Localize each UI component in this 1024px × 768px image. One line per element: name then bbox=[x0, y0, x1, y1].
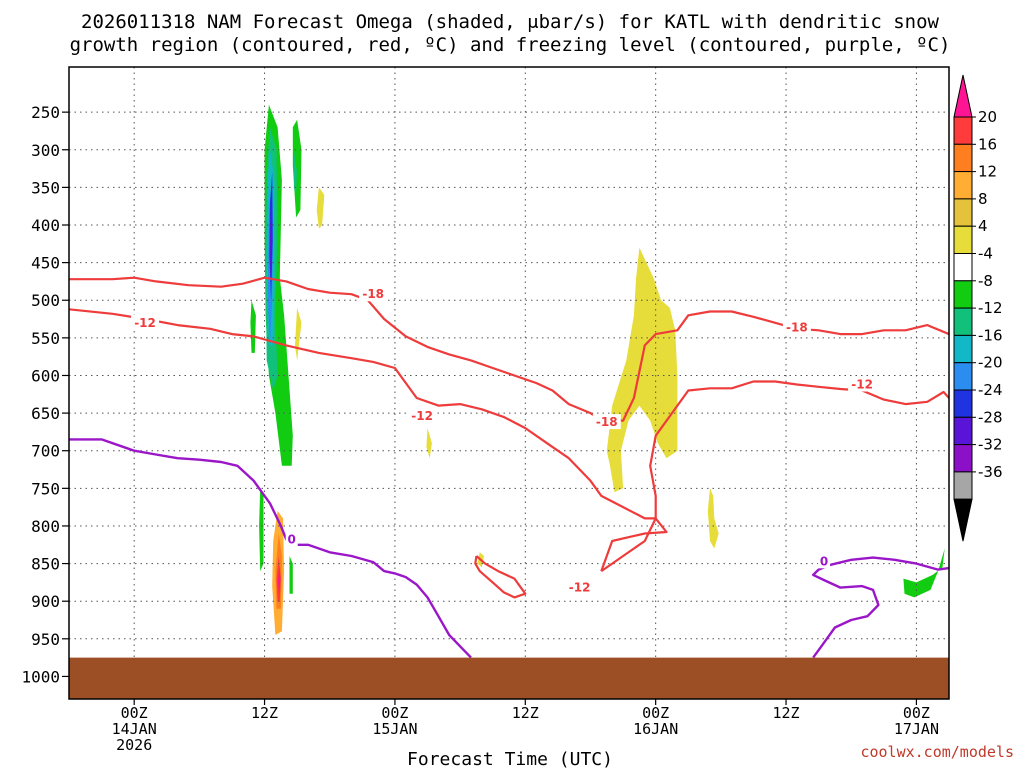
omega-region-descent-big bbox=[607, 248, 678, 493]
colorbar-tick-label-9: -20 bbox=[978, 354, 1003, 372]
y-tick-label-850: 850 bbox=[31, 555, 60, 574]
colorbar-box-11 bbox=[954, 390, 972, 417]
contour-label-3: -18 bbox=[596, 415, 618, 429]
contour-label-5: -12 bbox=[851, 378, 873, 392]
colorbar-tick-label-13: -36 bbox=[978, 463, 1003, 481]
x-tick-label-0-2: 2026 bbox=[116, 736, 152, 754]
y-tick-label-400: 400 bbox=[31, 216, 60, 235]
x-axis-ticks: 00Z14JAN202612Z 00Z15JAN12Z 00Z16JAN12Z 00Z… bbox=[112, 699, 939, 754]
colorbar-box-6 bbox=[954, 254, 972, 281]
contour-label-7: 0 bbox=[288, 532, 296, 546]
colorbar: 20 16 12 8 4 -4 -8 -12 -16 -20 -24 -28 -32 -36 bbox=[954, 75, 1003, 541]
colorbar-bottom-triangle bbox=[954, 499, 972, 541]
colorbar-tick-label-2: 12 bbox=[978, 163, 997, 181]
contour-minus18-a bbox=[69, 278, 601, 421]
colorbar-tick-label-8: -16 bbox=[978, 326, 1003, 344]
chart-title-line-1: 2026011318 NAM Forecast Omega (shaded, μ… bbox=[81, 11, 939, 33]
y-tick-label-450: 450 bbox=[31, 254, 60, 273]
plot-area: -18 -12 -12 -18 -18 -12 -12 0 0 bbox=[69, 67, 949, 699]
y-tick-label-900: 900 bbox=[31, 592, 60, 611]
colorbar-tick-label-10: -24 bbox=[978, 381, 1003, 399]
contour-label-8: 0 bbox=[820, 554, 828, 568]
y-tick-label-750: 750 bbox=[31, 479, 60, 498]
colorbar-tick-label-6: -8 bbox=[978, 272, 993, 290]
colorbar-box-14 bbox=[954, 472, 972, 499]
temperature-contours bbox=[69, 278, 949, 598]
colorbar-tick-label-12: -32 bbox=[978, 436, 1003, 454]
colorbar-box-4 bbox=[954, 199, 972, 226]
x-tick-label-2-1: 15JAN bbox=[372, 720, 417, 738]
ground-terrain bbox=[69, 658, 949, 699]
colorbar-box-12 bbox=[954, 417, 972, 444]
omega-region-ascent-left-2 bbox=[259, 488, 263, 571]
y-tick-label-500: 500 bbox=[31, 291, 60, 310]
omega-region-descent-mid bbox=[295, 308, 302, 361]
y-tick-label-600: 600 bbox=[31, 366, 60, 385]
chart-title-line-2: growth region (contoured, red, ºC) and f… bbox=[70, 34, 951, 56]
colorbar-tick-label-5: -4 bbox=[978, 245, 993, 263]
omega-region-ascent-low-1 bbox=[290, 556, 293, 594]
colorbar-box-7 bbox=[954, 281, 972, 308]
freezing-line-a bbox=[69, 439, 471, 657]
colorbar-tick-label-7: -12 bbox=[978, 299, 1003, 317]
contour-label-4: -18 bbox=[786, 320, 808, 334]
omega-shading bbox=[250, 105, 944, 635]
plot-frame bbox=[69, 67, 949, 699]
freezing-level-contours bbox=[69, 439, 949, 657]
colorbar-box-10 bbox=[954, 363, 972, 390]
colorbar-box-2 bbox=[954, 144, 972, 171]
colorbar-top-triangle bbox=[954, 75, 972, 117]
x-tick-label-6-1: 17JAN bbox=[894, 720, 939, 738]
colorbar-box-13 bbox=[954, 445, 972, 472]
chart: 2026011318 NAM Forecast Omega (shaded, μ… bbox=[0, 0, 1024, 768]
colorbar-box-1 bbox=[954, 117, 972, 144]
colorbar-box-8 bbox=[954, 308, 972, 335]
contour-label-0: -18 bbox=[362, 287, 384, 301]
x-tick-label-4-1: 16JAN bbox=[633, 720, 678, 738]
contour-label-6: -12 bbox=[569, 581, 591, 595]
y-tick-label-700: 700 bbox=[31, 442, 60, 461]
y-tick-label-300: 300 bbox=[31, 141, 60, 160]
y-axis-ticks: 250 300 350 400 450 500 550 600 650 700 750 800 850 9… bbox=[21, 103, 69, 686]
omega-region-ascent-right bbox=[903, 549, 944, 598]
omega-region-descent-small bbox=[426, 428, 432, 458]
y-tick-label-1000: 1000 bbox=[21, 667, 60, 686]
colorbar-box-5 bbox=[954, 226, 972, 253]
x-tick-label-3-0: 12Z bbox=[512, 704, 539, 722]
colorbar-tick-label-4: 4 bbox=[978, 217, 988, 235]
omega-region-ascent-left-1 bbox=[250, 300, 256, 353]
contour-label-1: -12 bbox=[134, 316, 156, 330]
omega-region-descent-right bbox=[708, 488, 719, 548]
contour-minus12-c bbox=[475, 556, 525, 597]
contour-label-2: -12 bbox=[411, 409, 433, 423]
colorbar-box-3 bbox=[954, 172, 972, 199]
y-tick-label-800: 800 bbox=[31, 517, 60, 536]
colorbar-tick-label-11: -28 bbox=[978, 408, 1003, 426]
contour-minus12-a bbox=[69, 309, 656, 571]
y-tick-label-350: 350 bbox=[31, 178, 60, 197]
colorbar-tick-label-1: 16 bbox=[978, 135, 997, 153]
y-tick-label-650: 650 bbox=[31, 404, 60, 423]
colorbar-tick-label-0: 20 bbox=[978, 108, 997, 126]
x-tick-label-5-0: 12Z bbox=[772, 704, 799, 722]
x-tick-label-1-0: 12Z bbox=[251, 704, 278, 722]
freezing-line-b bbox=[813, 558, 949, 658]
grid bbox=[69, 67, 949, 699]
contour-labels: -18 -12 -12 -18 -18 -12 -12 0 0 bbox=[131, 286, 876, 594]
y-tick-label-250: 250 bbox=[31, 103, 60, 122]
credit-text: coolwx.com/models bbox=[860, 743, 1014, 761]
colorbar-box-9 bbox=[954, 335, 972, 362]
y-tick-label-950: 950 bbox=[31, 630, 60, 649]
y-tick-label-550: 550 bbox=[31, 329, 60, 348]
colorbar-tick-label-3: 8 bbox=[978, 190, 988, 208]
x-axis-label: Forecast Time (UTC) bbox=[407, 749, 613, 768]
omega-region-descent-top bbox=[317, 187, 325, 228]
